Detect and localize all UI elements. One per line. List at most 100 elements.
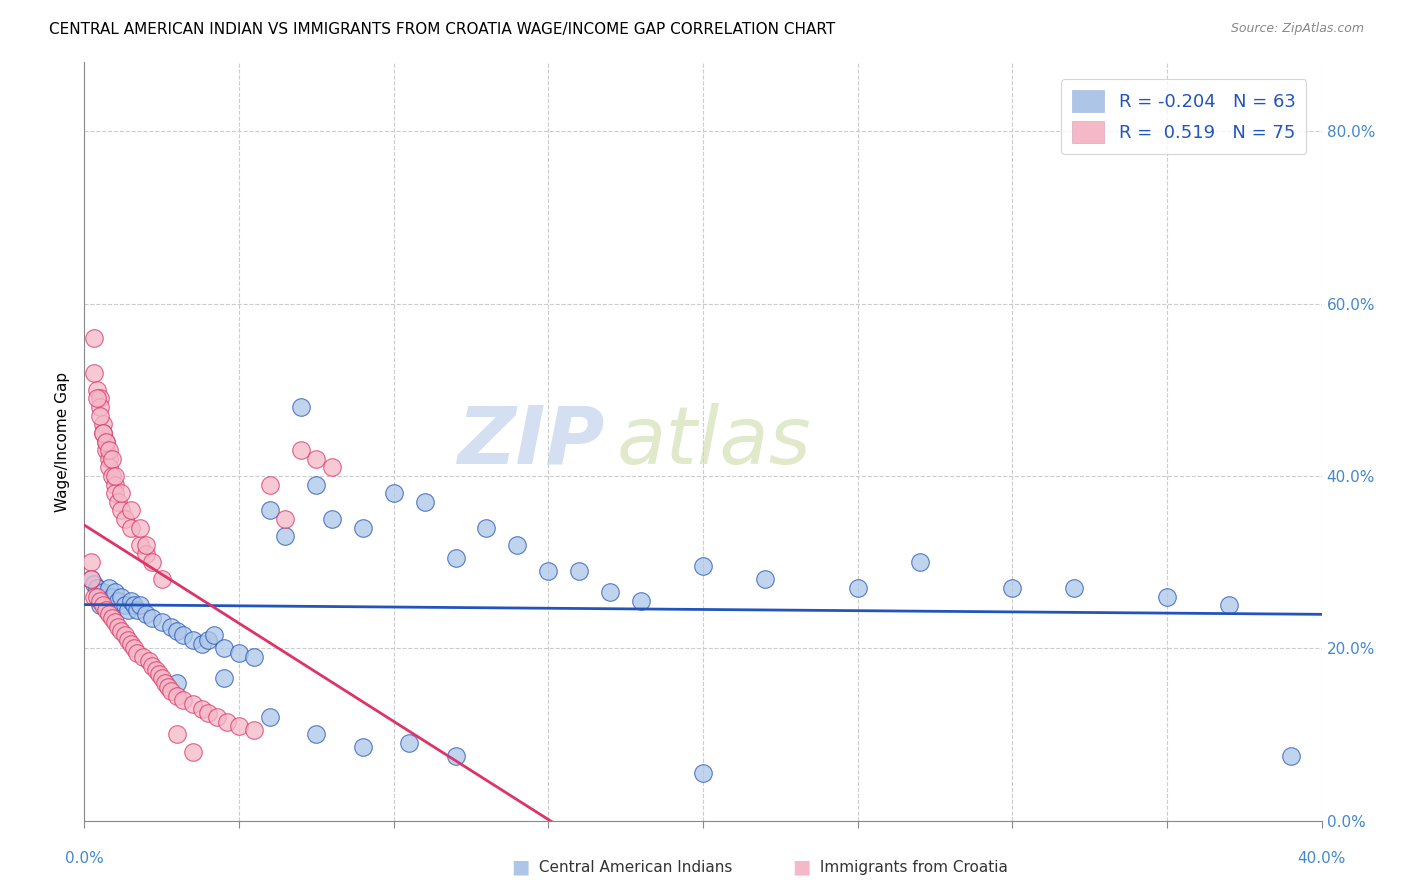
Point xyxy=(148,667,170,681)
Point xyxy=(630,594,652,608)
Point xyxy=(83,576,105,591)
Point xyxy=(145,663,167,677)
Point xyxy=(444,749,467,764)
Point xyxy=(101,590,124,604)
Point xyxy=(101,469,124,483)
Point xyxy=(290,443,312,458)
Point xyxy=(101,451,124,466)
Point xyxy=(138,654,160,668)
Point xyxy=(259,710,281,724)
Point xyxy=(243,649,266,664)
Point xyxy=(91,585,114,599)
Point xyxy=(191,637,214,651)
Point xyxy=(107,495,129,509)
Point xyxy=(212,641,235,656)
Point xyxy=(413,495,436,509)
Point xyxy=(107,620,129,634)
Point xyxy=(150,672,173,686)
Point xyxy=(135,547,157,561)
Point xyxy=(98,460,121,475)
Point xyxy=(243,723,266,738)
Point xyxy=(172,628,194,642)
Point xyxy=(94,434,117,449)
Point xyxy=(150,573,173,587)
Point xyxy=(91,599,114,613)
Text: ■: ■ xyxy=(510,857,530,877)
Text: CENTRAL AMERICAN INDIAN VS IMMIGRANTS FROM CROATIA WAGE/INCOME GAP CORRELATION C: CENTRAL AMERICAN INDIAN VS IMMIGRANTS FR… xyxy=(49,22,835,37)
Point xyxy=(114,599,136,613)
Point xyxy=(352,740,374,755)
Point xyxy=(120,503,142,517)
Legend: R = -0.204   N = 63, R =  0.519   N = 75: R = -0.204 N = 63, R = 0.519 N = 75 xyxy=(1062,79,1306,153)
Point xyxy=(86,392,108,406)
Point xyxy=(79,555,101,569)
Point xyxy=(141,555,163,569)
Text: 0.0%: 0.0% xyxy=(65,851,104,866)
Point xyxy=(166,689,188,703)
Point xyxy=(599,585,621,599)
Point xyxy=(79,573,101,587)
Point xyxy=(160,684,183,698)
Point xyxy=(228,719,250,733)
Point xyxy=(259,477,281,491)
Point xyxy=(120,637,142,651)
Point xyxy=(166,624,188,639)
Point xyxy=(135,607,157,621)
Point xyxy=(215,714,238,729)
Text: atlas: atlas xyxy=(616,402,811,481)
Point xyxy=(86,581,108,595)
Point xyxy=(321,460,343,475)
Point xyxy=(259,503,281,517)
Point xyxy=(166,675,188,690)
Point xyxy=(692,766,714,780)
Point xyxy=(305,477,328,491)
Point xyxy=(110,590,132,604)
Point xyxy=(506,538,529,552)
Point xyxy=(83,331,105,345)
Text: Source: ZipAtlas.com: Source: ZipAtlas.com xyxy=(1230,22,1364,36)
Point xyxy=(352,521,374,535)
Point xyxy=(398,736,420,750)
Point xyxy=(104,486,127,500)
Point xyxy=(132,649,155,664)
Point xyxy=(846,581,869,595)
Point xyxy=(110,503,132,517)
Point xyxy=(125,602,148,616)
Point xyxy=(120,521,142,535)
Text: Central American Indians: Central American Indians xyxy=(534,860,733,874)
Point xyxy=(908,555,931,569)
Point xyxy=(1063,581,1085,595)
Point xyxy=(537,564,560,578)
Point xyxy=(94,434,117,449)
Point xyxy=(86,383,108,397)
Point xyxy=(444,550,467,565)
Point xyxy=(91,425,114,440)
Point xyxy=(89,590,111,604)
Point xyxy=(197,632,219,647)
Point xyxy=(122,599,145,613)
Point xyxy=(568,564,591,578)
Point xyxy=(135,538,157,552)
Point xyxy=(98,607,121,621)
Point xyxy=(305,727,328,741)
Point xyxy=(114,512,136,526)
Point xyxy=(153,675,176,690)
Point xyxy=(1218,599,1240,613)
Point xyxy=(89,409,111,423)
Point xyxy=(274,529,297,543)
Point xyxy=(1156,590,1178,604)
Point xyxy=(141,658,163,673)
Y-axis label: Wage/Income Gap: Wage/Income Gap xyxy=(55,371,70,512)
Point xyxy=(117,602,139,616)
Point xyxy=(104,469,127,483)
Text: ZIP: ZIP xyxy=(457,402,605,481)
Point xyxy=(104,615,127,630)
Point xyxy=(101,611,124,625)
Point xyxy=(160,620,183,634)
Point xyxy=(117,632,139,647)
Point xyxy=(114,628,136,642)
Point xyxy=(91,425,114,440)
Point xyxy=(382,486,405,500)
Point xyxy=(166,727,188,741)
Point xyxy=(98,581,121,595)
